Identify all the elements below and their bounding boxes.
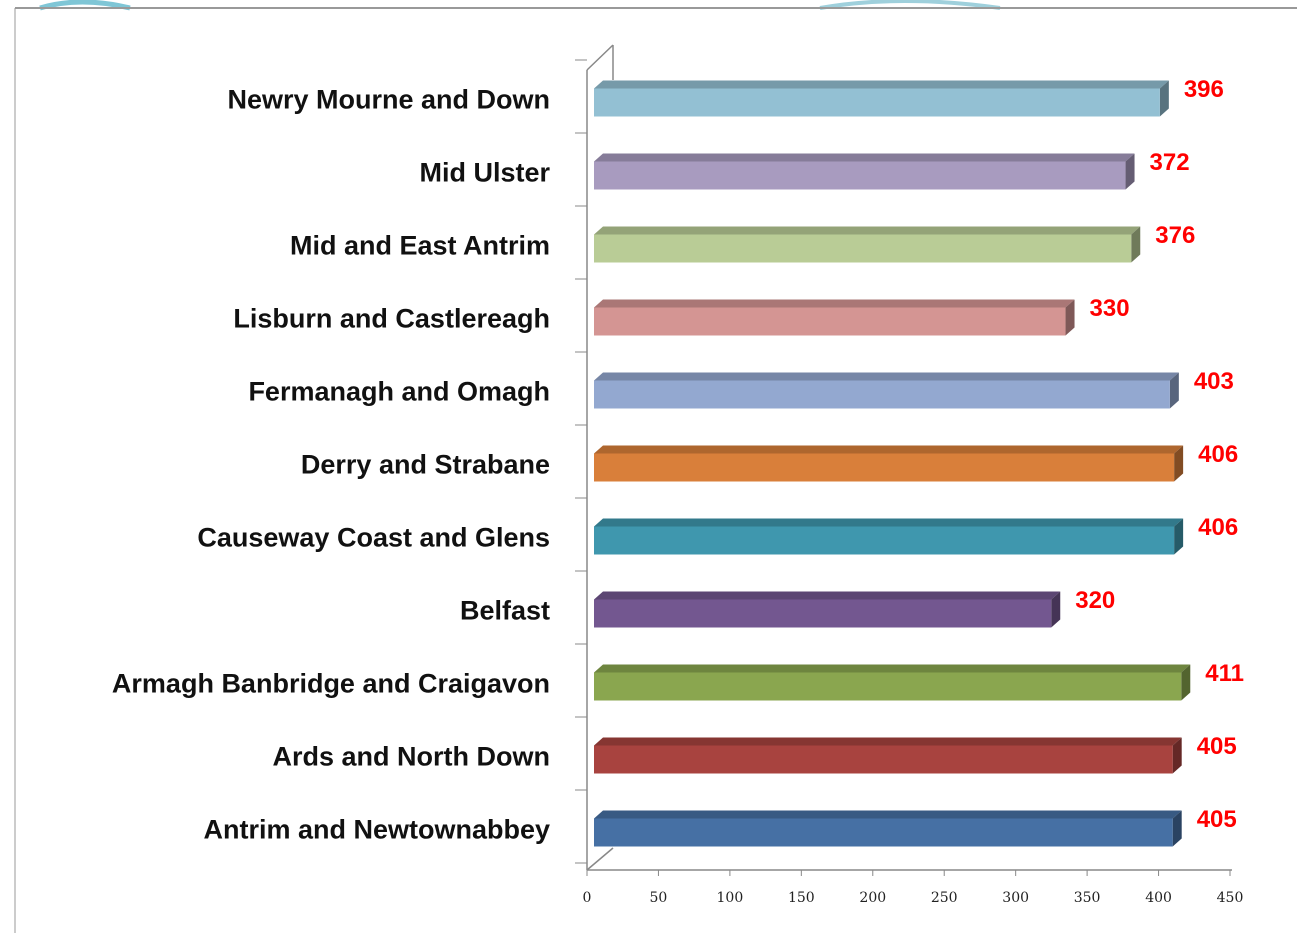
axis-wall [586,847,614,871]
category-label: Belfast [460,596,550,626]
bar-side [1169,372,1179,409]
x-tick-label: 300 [1002,890,1029,906]
category-label: Derry and Strabane [301,450,550,480]
value-label: 320 [1075,587,1115,614]
x-tick-label: 400 [1145,890,1172,906]
value-label: 403 [1194,368,1234,395]
category-label: Mid Ulster [419,158,550,188]
decoration [819,0,1001,10]
bar-top [594,80,1169,89]
value-label: 376 [1155,222,1195,249]
bar-side [1172,810,1182,847]
bar-top [594,518,1184,527]
value-label: 372 [1150,149,1190,176]
bar [594,88,1160,117]
value-label: 405 [1197,806,1237,833]
bar-top [594,591,1061,600]
value-label: 330 [1090,295,1130,322]
bar-side [1174,445,1184,482]
category-label: Ards and North Down [273,742,551,772]
bar-top [594,372,1179,381]
bar-side [1131,226,1141,263]
bar-top [594,737,1182,746]
x-tick-label: 450 [1217,890,1244,906]
category-label: Fermanagh and Omagh [248,377,550,407]
bar-side [1051,591,1061,628]
x-tick-label: 150 [788,890,815,906]
bar-top [594,299,1075,308]
bar-top [594,445,1184,454]
bar-side [1065,299,1075,336]
bar [594,526,1175,555]
bar-top [594,810,1182,819]
category-label: Mid and East Antrim [290,231,550,261]
bar [594,672,1182,701]
bar [594,453,1175,482]
bar [594,161,1126,190]
x-tick-label: 200 [859,890,886,906]
x-tick-label: 250 [931,890,958,906]
value-label: 406 [1198,514,1238,541]
bar [594,599,1052,628]
category-label: Lisburn and Castlereagh [233,304,550,334]
value-label: 411 [1205,660,1244,687]
x-tick-label: 100 [717,890,744,906]
value-label: 406 [1198,441,1238,468]
bar-top [594,226,1141,235]
bar [594,380,1170,409]
bar [594,234,1132,263]
bar [594,745,1173,774]
bar-side [1159,80,1169,117]
axis-wall [586,44,614,71]
value-label: 396 [1184,76,1224,103]
value-label: 405 [1197,733,1237,760]
bar-top [594,664,1191,673]
bar-side [1181,664,1191,701]
bar-side [1174,518,1184,555]
bar [594,818,1173,847]
x-tick-label: 50 [650,890,668,906]
bar-side [1172,737,1182,774]
x-tick-label: 350 [1074,890,1101,906]
category-label: Armagh Banbridge and Craigavon [112,669,550,699]
decoration [39,0,131,11]
category-label: Newry Mourne and Down [227,85,550,115]
category-label: Antrim and Newtownabbey [203,815,550,845]
bar-top [594,153,1135,162]
bar [594,307,1066,336]
x-tick-label: 0 [583,890,592,906]
category-label: Causeway Coast and Glens [197,523,550,553]
bar-side [1125,153,1135,190]
